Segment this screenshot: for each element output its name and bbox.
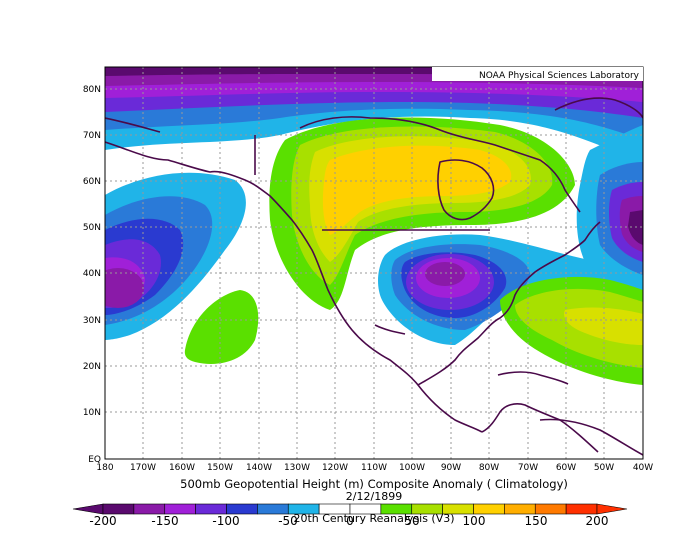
map-border bbox=[104, 66, 644, 460]
pacific-low-1 bbox=[105, 268, 144, 308]
colorbar-labels: -200 -150 -100 -50 0 50 100 150 200 bbox=[89, 514, 608, 528]
colorbar-swatch bbox=[534, 503, 567, 515]
colorbar-label: 150 bbox=[525, 514, 548, 528]
map-date: 2/12/1899 bbox=[346, 490, 402, 503]
lab-label-box bbox=[432, 67, 643, 81]
hudson-bay bbox=[437, 159, 495, 221]
lon-label: 70W bbox=[518, 463, 538, 473]
lat-label: 60N bbox=[83, 177, 101, 187]
colorbar-label: -200 bbox=[89, 514, 116, 528]
lon-label: 130W bbox=[284, 463, 310, 473]
colorbar-label: 200 bbox=[586, 514, 609, 528]
colorbar-swatch bbox=[473, 503, 505, 515]
lab-label: NOAA Physical Sciences Laboratory bbox=[479, 71, 640, 81]
colorbar-swatch bbox=[257, 503, 289, 515]
greenland-coast bbox=[554, 97, 643, 119]
lon-label: 90W bbox=[441, 463, 461, 473]
caribbean-islands bbox=[497, 371, 569, 385]
colorbar bbox=[72, 503, 628, 515]
latitude-labels: 80N 70N 60N 50N 40N 30N 20N 10N EQ bbox=[83, 85, 101, 465]
na-east-coast bbox=[417, 221, 601, 386]
colorbar-swatch bbox=[164, 503, 196, 515]
coastlines bbox=[105, 97, 643, 456]
atlantic-ridge-3 bbox=[564, 307, 643, 345]
colorbar-swatch bbox=[318, 503, 351, 515]
colorbar-label: 0 bbox=[346, 514, 354, 528]
lon-label: 80W bbox=[479, 463, 499, 473]
us-low-1 bbox=[425, 262, 465, 286]
lon-label: 60W bbox=[556, 463, 576, 473]
lat-label: 70N bbox=[83, 131, 101, 141]
na-ridge-4 bbox=[322, 145, 512, 235]
colorbar-swatch bbox=[287, 503, 320, 515]
lon-label: 180 bbox=[96, 463, 113, 473]
colorbar-label: 50 bbox=[404, 514, 419, 528]
lon-label: 140W bbox=[246, 463, 272, 473]
lat-label: 10N bbox=[83, 408, 101, 418]
lon-label: 150W bbox=[207, 463, 233, 473]
lat-label: 50N bbox=[83, 223, 101, 233]
arctic-coast bbox=[299, 116, 581, 213]
lon-label: 170W bbox=[130, 463, 156, 473]
colorbar-swatch bbox=[380, 503, 413, 515]
colorbar-swatch bbox=[565, 503, 598, 515]
colorbar-swatch bbox=[133, 503, 166, 515]
colorbar-arrow-low bbox=[72, 503, 104, 515]
colorbar-swatch bbox=[442, 503, 474, 515]
lon-label: 110W bbox=[361, 463, 387, 473]
colorbar-label: -50 bbox=[278, 514, 298, 528]
siberia-coast bbox=[105, 117, 161, 133]
colorbar-label: 100 bbox=[463, 514, 486, 528]
colorbar-swatch bbox=[504, 503, 536, 515]
lon-label: 120W bbox=[322, 463, 348, 473]
south-america-coast bbox=[539, 418, 643, 456]
na-west-coast bbox=[105, 141, 483, 433]
map-title: 500mb Geopotential Height (m) Composite … bbox=[180, 477, 568, 491]
colorbar-swatch bbox=[226, 503, 258, 515]
lon-label: 100W bbox=[399, 463, 425, 473]
us-mexico-border bbox=[374, 324, 406, 335]
longitude-labels: 180 170W 160W 150W 140W 130W 120W 110W 1… bbox=[96, 463, 653, 473]
colorbar-swatch bbox=[349, 503, 382, 515]
lat-label: 20N bbox=[83, 362, 101, 372]
colorbar-swatch bbox=[195, 503, 227, 515]
lat-label: 80N bbox=[83, 85, 101, 95]
colorbar-label: -150 bbox=[151, 514, 178, 528]
colorbar-swatch bbox=[411, 503, 443, 515]
graticule bbox=[105, 67, 643, 459]
lat-label: EQ bbox=[88, 455, 101, 465]
lon-label: 160W bbox=[169, 463, 195, 473]
map-dataset: 20th Century Reanalysis (V3) bbox=[293, 512, 454, 525]
lon-label: 50W bbox=[594, 463, 614, 473]
colorbar-swatch bbox=[102, 503, 135, 515]
colorbar-arrow-high bbox=[596, 503, 628, 515]
central-america-coast bbox=[481, 403, 599, 453]
subtropical-ridge bbox=[184, 290, 259, 364]
lat-label: 40N bbox=[83, 269, 101, 279]
lat-label: 30N bbox=[83, 316, 101, 326]
lon-label: 40W bbox=[633, 463, 653, 473]
colorbar-label: -100 bbox=[212, 514, 239, 528]
